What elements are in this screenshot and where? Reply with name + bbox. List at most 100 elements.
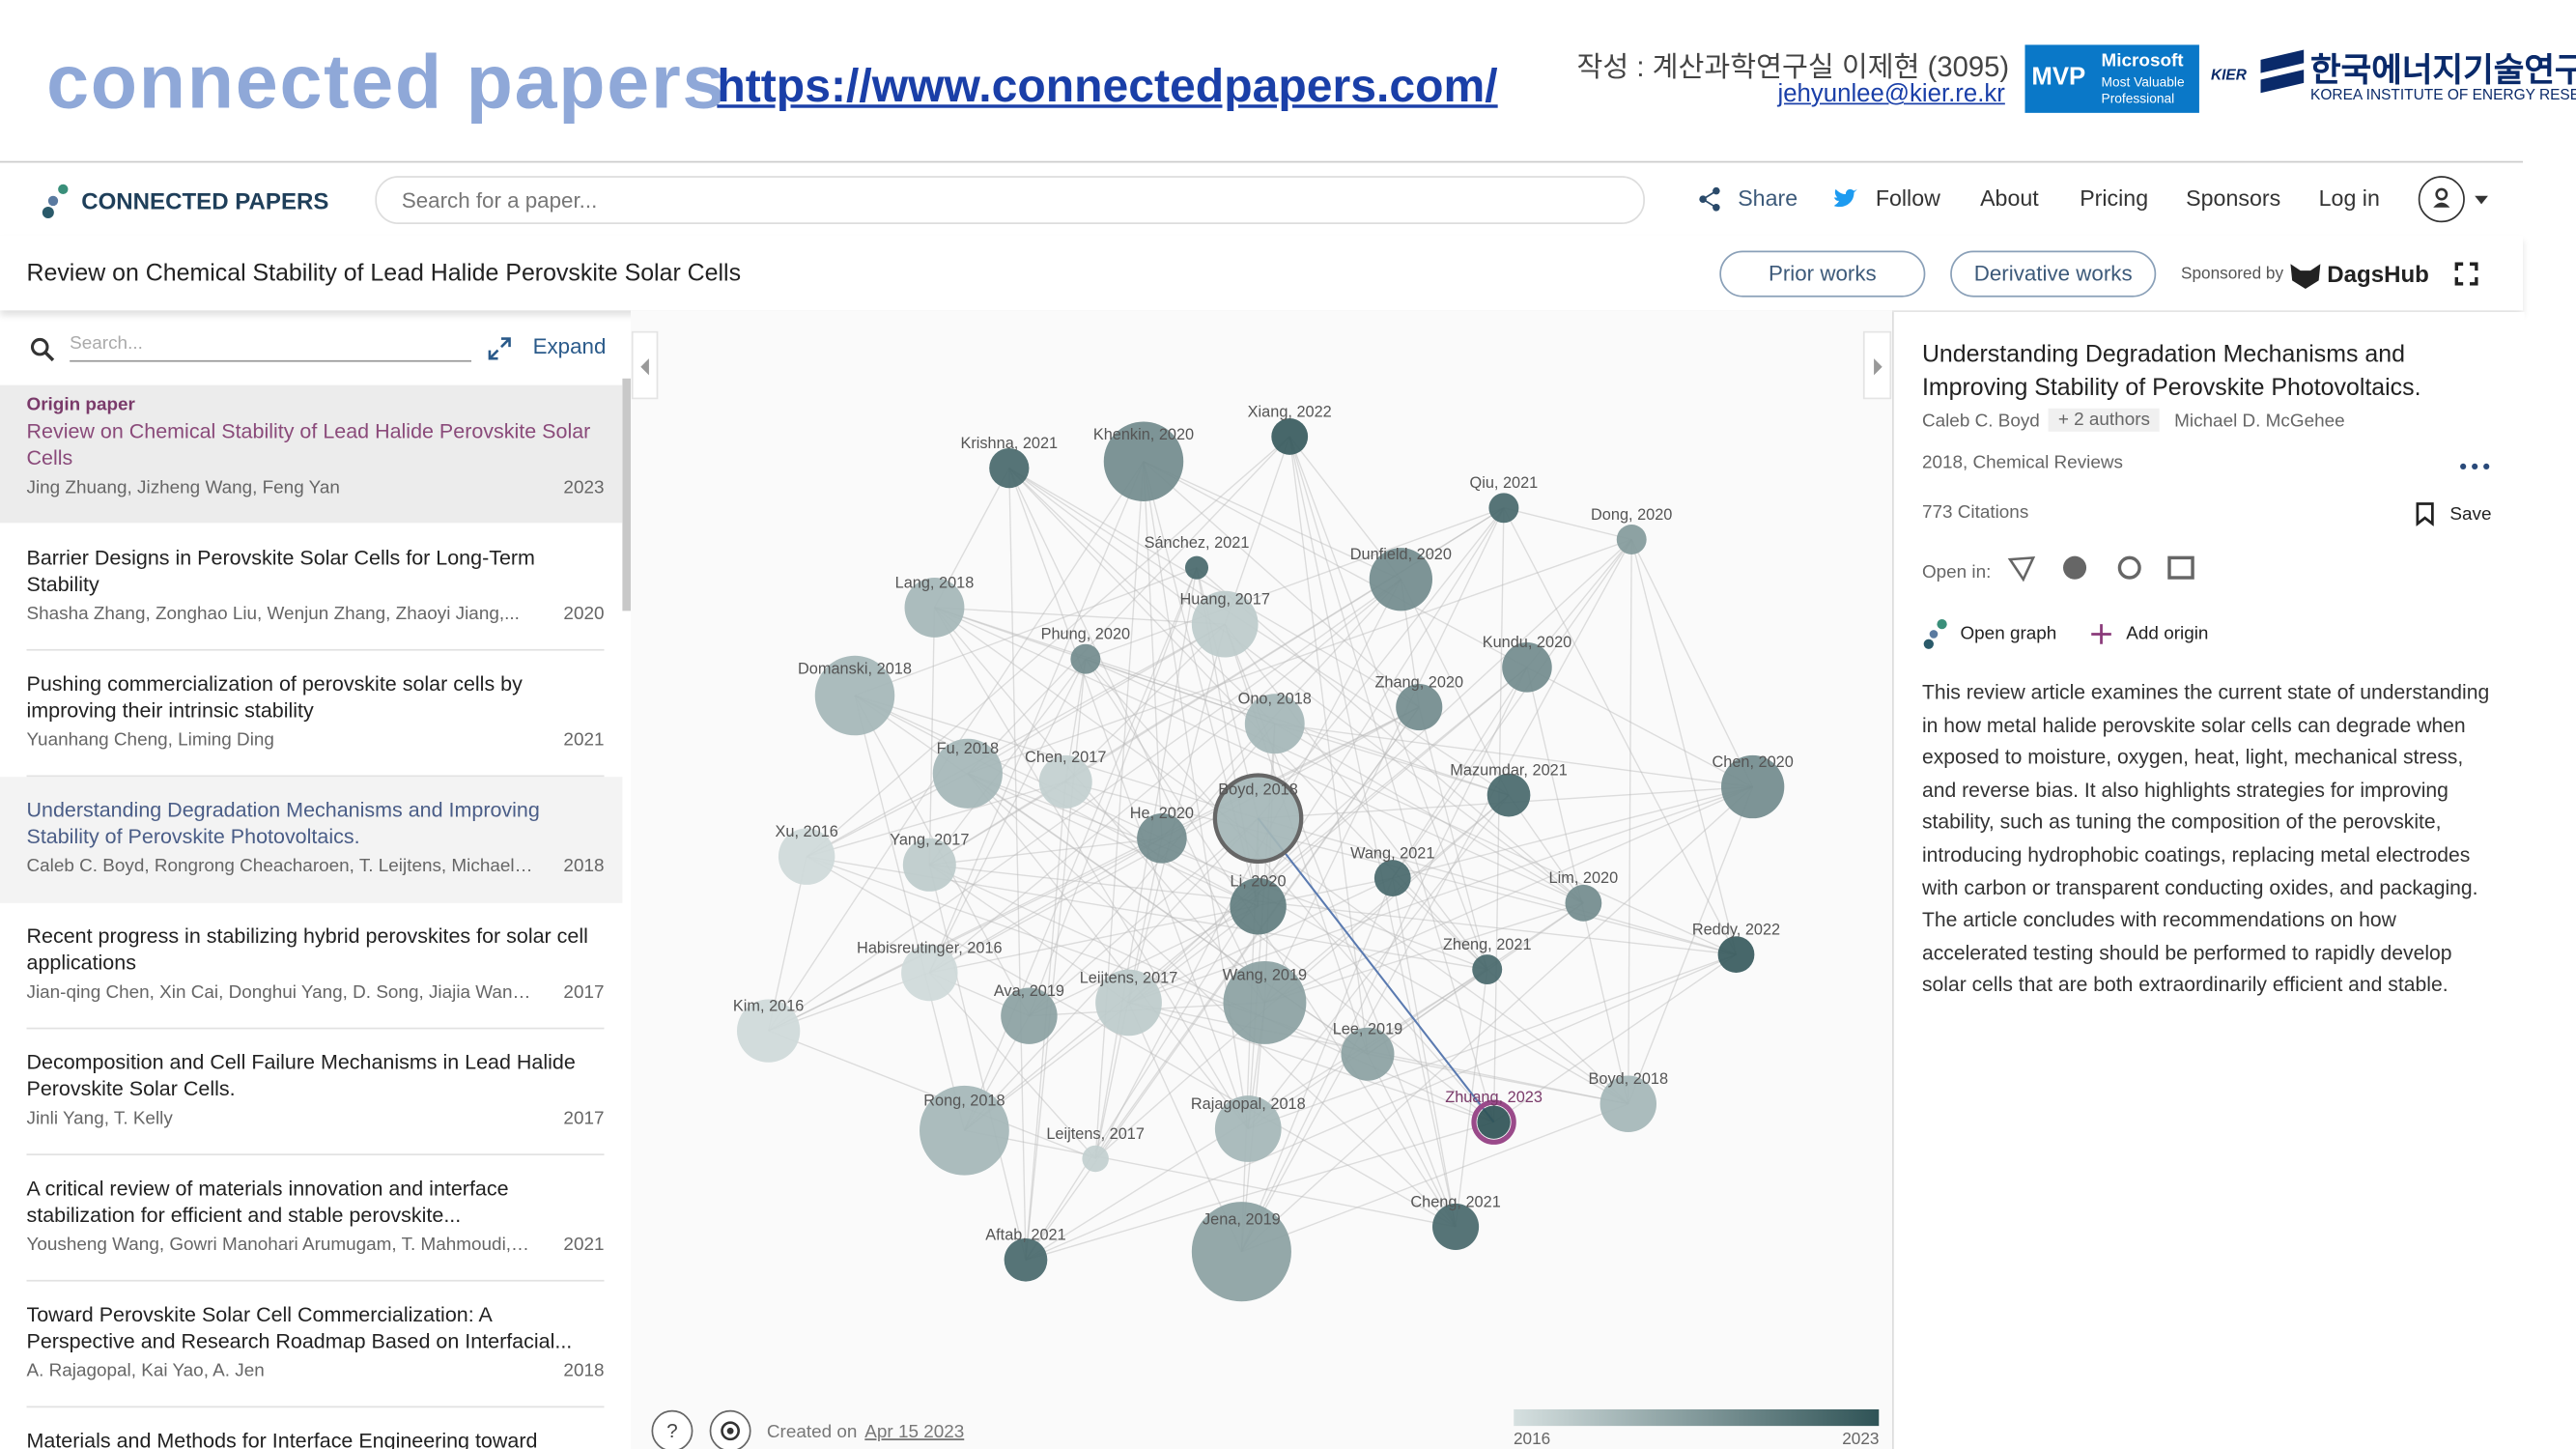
list-search[interactable]: Search... (70, 332, 472, 362)
paper-item[interactable]: Recent progress in stabilizing hybrid pe… (0, 903, 622, 1030)
nav-link[interactable]: About (1980, 185, 2039, 212)
edge (1008, 468, 1249, 1129)
edge (1028, 723, 1276, 1017)
edge (1085, 658, 1495, 1123)
paper-node (1191, 590, 1259, 658)
paper-year: 2020 (563, 604, 605, 625)
node-label: Kim, 2016 (733, 998, 804, 1015)
separator (26, 648, 605, 651)
edge (1085, 507, 1505, 660)
edge (963, 567, 1198, 1131)
edge (1008, 468, 1266, 1004)
edge (1508, 794, 1584, 904)
paper-node (1721, 754, 1785, 819)
save-icon (2416, 502, 2434, 526)
banner-author: 작성 : 계산과학연구실 이제현 (3095) (1576, 51, 2010, 83)
search-box[interactable]: Search for a paper... (375, 176, 1645, 224)
edge (928, 579, 1401, 974)
edge (1240, 877, 1394, 1252)
edge (1264, 902, 1584, 1004)
edge (1008, 468, 1584, 904)
nav-link[interactable]: Sponsors (2186, 185, 2281, 212)
paper-item[interactable]: Toward Perovskite Solar Cell Commerciali… (0, 1282, 622, 1408)
mvp-mark: MVP (2031, 63, 2086, 92)
paper-item[interactable]: Understanding Degradation Mechanisms and… (0, 777, 623, 903)
edge (1455, 969, 1488, 1228)
paper-authors: Jinli Yang, T. Kelly (26, 1108, 173, 1129)
open-in-label: Open in: (1921, 562, 1992, 583)
edge (1493, 953, 1737, 1123)
edge (768, 706, 1420, 1032)
node-label: Habisreutinger, 2016 (857, 939, 1003, 956)
paper-authors: Yousheng Wang, Gowri Manohari Arumugam, … (26, 1235, 533, 1256)
edge (1085, 658, 1737, 955)
edge (1025, 953, 1737, 1261)
separator (26, 1279, 605, 1282)
node-label: Krishna, 2021 (960, 435, 1058, 452)
edge (1161, 838, 1629, 1105)
derivative-works-button[interactable]: Derivative works (1950, 250, 2157, 298)
edge (1247, 794, 1510, 1129)
edge (1526, 667, 1629, 1104)
paper-node (1599, 1075, 1656, 1132)
brand-icon (42, 184, 69, 218)
paper-item[interactable]: Pushing commercialization of perovskite … (0, 651, 622, 778)
detail-author[interactable]: Michael D. McGehee (2174, 412, 2345, 432)
open-graph-button[interactable]: Open graph (1960, 624, 2057, 644)
edge (1143, 461, 1401, 581)
paper-item[interactable]: Materials and Methods for Interface Engi… (0, 1407, 622, 1449)
paper-item[interactable]: Origin paper Review on Chemical Stability… (0, 384, 623, 524)
paper-title: Understanding Degradation Mechanisms and… (26, 798, 540, 849)
paper-item[interactable]: A critical review of materials innovatio… (0, 1155, 622, 1282)
separator (26, 775, 605, 778)
edge (768, 1030, 1096, 1160)
node-label: Jena, 2019 (1203, 1210, 1281, 1228)
edge (854, 695, 966, 1131)
paper-node (1038, 754, 1092, 809)
banner-url[interactable]: https://www.connectedpapers.com/ (717, 59, 1498, 112)
paper-node (920, 1085, 1009, 1176)
kier-icon (2260, 49, 2305, 94)
account-menu[interactable] (2417, 174, 2493, 224)
edge (928, 864, 1129, 1004)
paper-node (1396, 683, 1443, 731)
edge (1143, 461, 1420, 708)
nav-link[interactable]: Follow (1875, 185, 1940, 212)
save-button[interactable]: Save (2449, 504, 2492, 526)
edge (1288, 436, 1488, 970)
help-button[interactable] (651, 1409, 694, 1449)
paper-item[interactable]: Barrier Designs in Perovskite Solar Cell… (0, 525, 622, 651)
prior-works-button[interactable]: Prior works (1719, 250, 1926, 298)
paper-year: 2017 (563, 982, 605, 1003)
nav-link[interactable]: Share (1738, 185, 1798, 212)
nav-link[interactable]: Log in (2318, 185, 2380, 212)
banner-email[interactable]: jehyunlee@kier.re.kr (1777, 79, 2005, 108)
edge (1028, 567, 1198, 1016)
edge (967, 623, 1226, 775)
brand[interactable]: CONNECTED PAPERS (81, 187, 329, 214)
paper-node (1082, 1145, 1109, 1173)
edge (1028, 817, 1260, 1017)
detail-more-authors[interactable]: + 2 authors (2048, 408, 2161, 432)
open-in-icons[interactable] (2007, 553, 2206, 585)
node-label: Ava, 2019 (994, 982, 1064, 1000)
edge (1064, 507, 1505, 782)
sponsor[interactable]: DagsHub (2327, 260, 2429, 288)
nav-link[interactable]: Pricing (2080, 185, 2149, 212)
more-menu[interactable] (2458, 462, 2491, 471)
paper-authors: A. Rajagopal, Kai Yao, A. Jen (26, 1361, 265, 1381)
edge (1143, 461, 1528, 668)
edge (934, 607, 1226, 625)
detail-author[interactable]: Caleb C. Boyd (1921, 412, 2040, 432)
edge (1025, 1121, 1494, 1261)
add-origin-button[interactable]: Add origin (2126, 624, 2209, 644)
paper-node (1184, 555, 1209, 580)
node-label: Lang, 2018 (895, 574, 975, 591)
paper-node (1212, 773, 1304, 865)
paper-item[interactable]: Decomposition and Cell Failure Mechanism… (0, 1029, 622, 1156)
expand-button[interactable]: Expand (532, 333, 607, 359)
edge (1628, 539, 1632, 1104)
fullscreen-button[interactable] (2454, 262, 2478, 286)
